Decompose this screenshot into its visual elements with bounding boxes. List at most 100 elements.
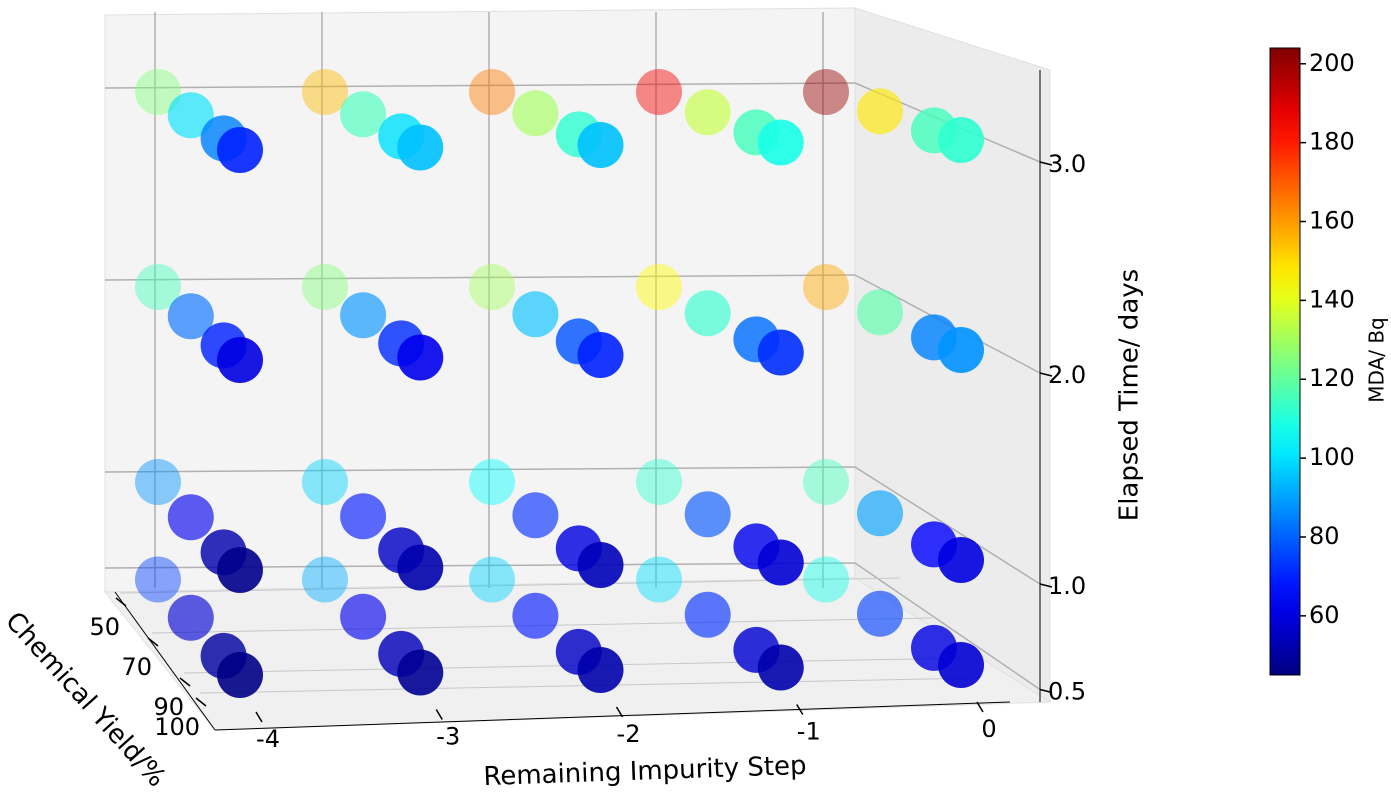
x-tick (435, 709, 443, 720)
point (636, 69, 682, 115)
x-tick-label: -1 (797, 718, 821, 746)
point (803, 69, 849, 115)
point (167, 594, 214, 641)
point (135, 264, 181, 310)
grid-line (104, 82, 856, 89)
z-tick-label: 3.0 (1048, 150, 1086, 178)
point (340, 593, 387, 640)
point (684, 591, 731, 638)
x-tick-label: -3 (436, 723, 460, 751)
point (302, 556, 348, 603)
point (217, 337, 263, 383)
point (397, 649, 444, 696)
point (469, 459, 515, 505)
x-tick (976, 701, 984, 713)
grid-line (854, 466, 1041, 585)
point (217, 547, 263, 593)
z-tick-label: 0.5 (1048, 678, 1086, 706)
z-tick (1039, 688, 1053, 694)
z-tick-label: 1.0 (1048, 572, 1086, 600)
point (684, 89, 731, 136)
grid-line (104, 466, 856, 473)
x-tick-label: -4 (256, 725, 280, 753)
point (135, 459, 181, 505)
y-tick (195, 697, 207, 707)
grid-line (104, 274, 856, 281)
point (636, 556, 682, 603)
y-tick-label: 90 (153, 693, 184, 721)
grid-line (854, 562, 1041, 691)
point (577, 122, 624, 168)
point (340, 493, 387, 540)
point (577, 542, 624, 588)
point (512, 291, 559, 338)
point (938, 537, 984, 583)
y-tick-label: 50 (89, 613, 120, 641)
point (469, 264, 515, 310)
point (757, 329, 804, 376)
point (397, 334, 444, 381)
colorbar-tick-label: 60 (1309, 601, 1340, 629)
point (803, 264, 849, 310)
colorbar-tick-label: 160 (1309, 207, 1355, 235)
y-tick-label: 100 (154, 713, 200, 741)
z-tick (1039, 583, 1053, 588)
x-tick-label: 0 (981, 715, 996, 743)
x-axis (214, 701, 1011, 731)
point (803, 459, 849, 505)
point (684, 290, 731, 337)
point (167, 293, 214, 340)
x-tick-label: -2 (617, 720, 641, 748)
point (512, 592, 559, 639)
point (938, 327, 984, 373)
point (340, 292, 387, 339)
point (636, 264, 682, 310)
point (512, 492, 559, 539)
point (684, 491, 731, 538)
point (167, 494, 214, 541)
x-tick (255, 711, 263, 723)
point (340, 91, 387, 138)
point (577, 647, 624, 693)
colorbar-tick-label: 100 (1309, 443, 1355, 471)
z-tick (1039, 161, 1053, 166)
point (857, 590, 903, 637)
colorbar-tick-label: 180 (1309, 128, 1355, 156)
point (469, 69, 515, 115)
point (397, 544, 444, 591)
z-axis-label: Elapsed Time/ days (1115, 269, 1145, 521)
point (397, 124, 444, 171)
point (857, 289, 903, 336)
colorbar-tick-label: 120 (1309, 364, 1355, 392)
point (302, 264, 348, 310)
point (757, 539, 804, 586)
colorbar (1269, 47, 1301, 676)
y-tick (179, 677, 191, 687)
y-tick-label: 70 (121, 653, 152, 681)
x-axis-label: Remaining Impurity Step (483, 751, 807, 792)
point (135, 69, 181, 115)
point (469, 556, 515, 603)
point (857, 490, 903, 537)
point (217, 652, 263, 698)
point (577, 332, 624, 378)
colorbar-label: MDA/ Bq (1365, 317, 1389, 403)
point (512, 90, 559, 137)
point (803, 556, 849, 603)
y-axis (114, 591, 216, 731)
point (938, 642, 984, 688)
point (302, 69, 348, 115)
point (636, 459, 682, 505)
z-tick-label: 2.0 (1048, 361, 1086, 389)
z-tick (1039, 372, 1053, 377)
point (757, 644, 804, 691)
point (302, 459, 348, 505)
point (217, 127, 263, 173)
point (757, 119, 804, 166)
colorbar-tick-label: 140 (1309, 285, 1355, 313)
colorbar-tick-label: 200 (1309, 49, 1355, 77)
point (167, 92, 214, 139)
point (135, 556, 181, 603)
point (938, 117, 984, 163)
